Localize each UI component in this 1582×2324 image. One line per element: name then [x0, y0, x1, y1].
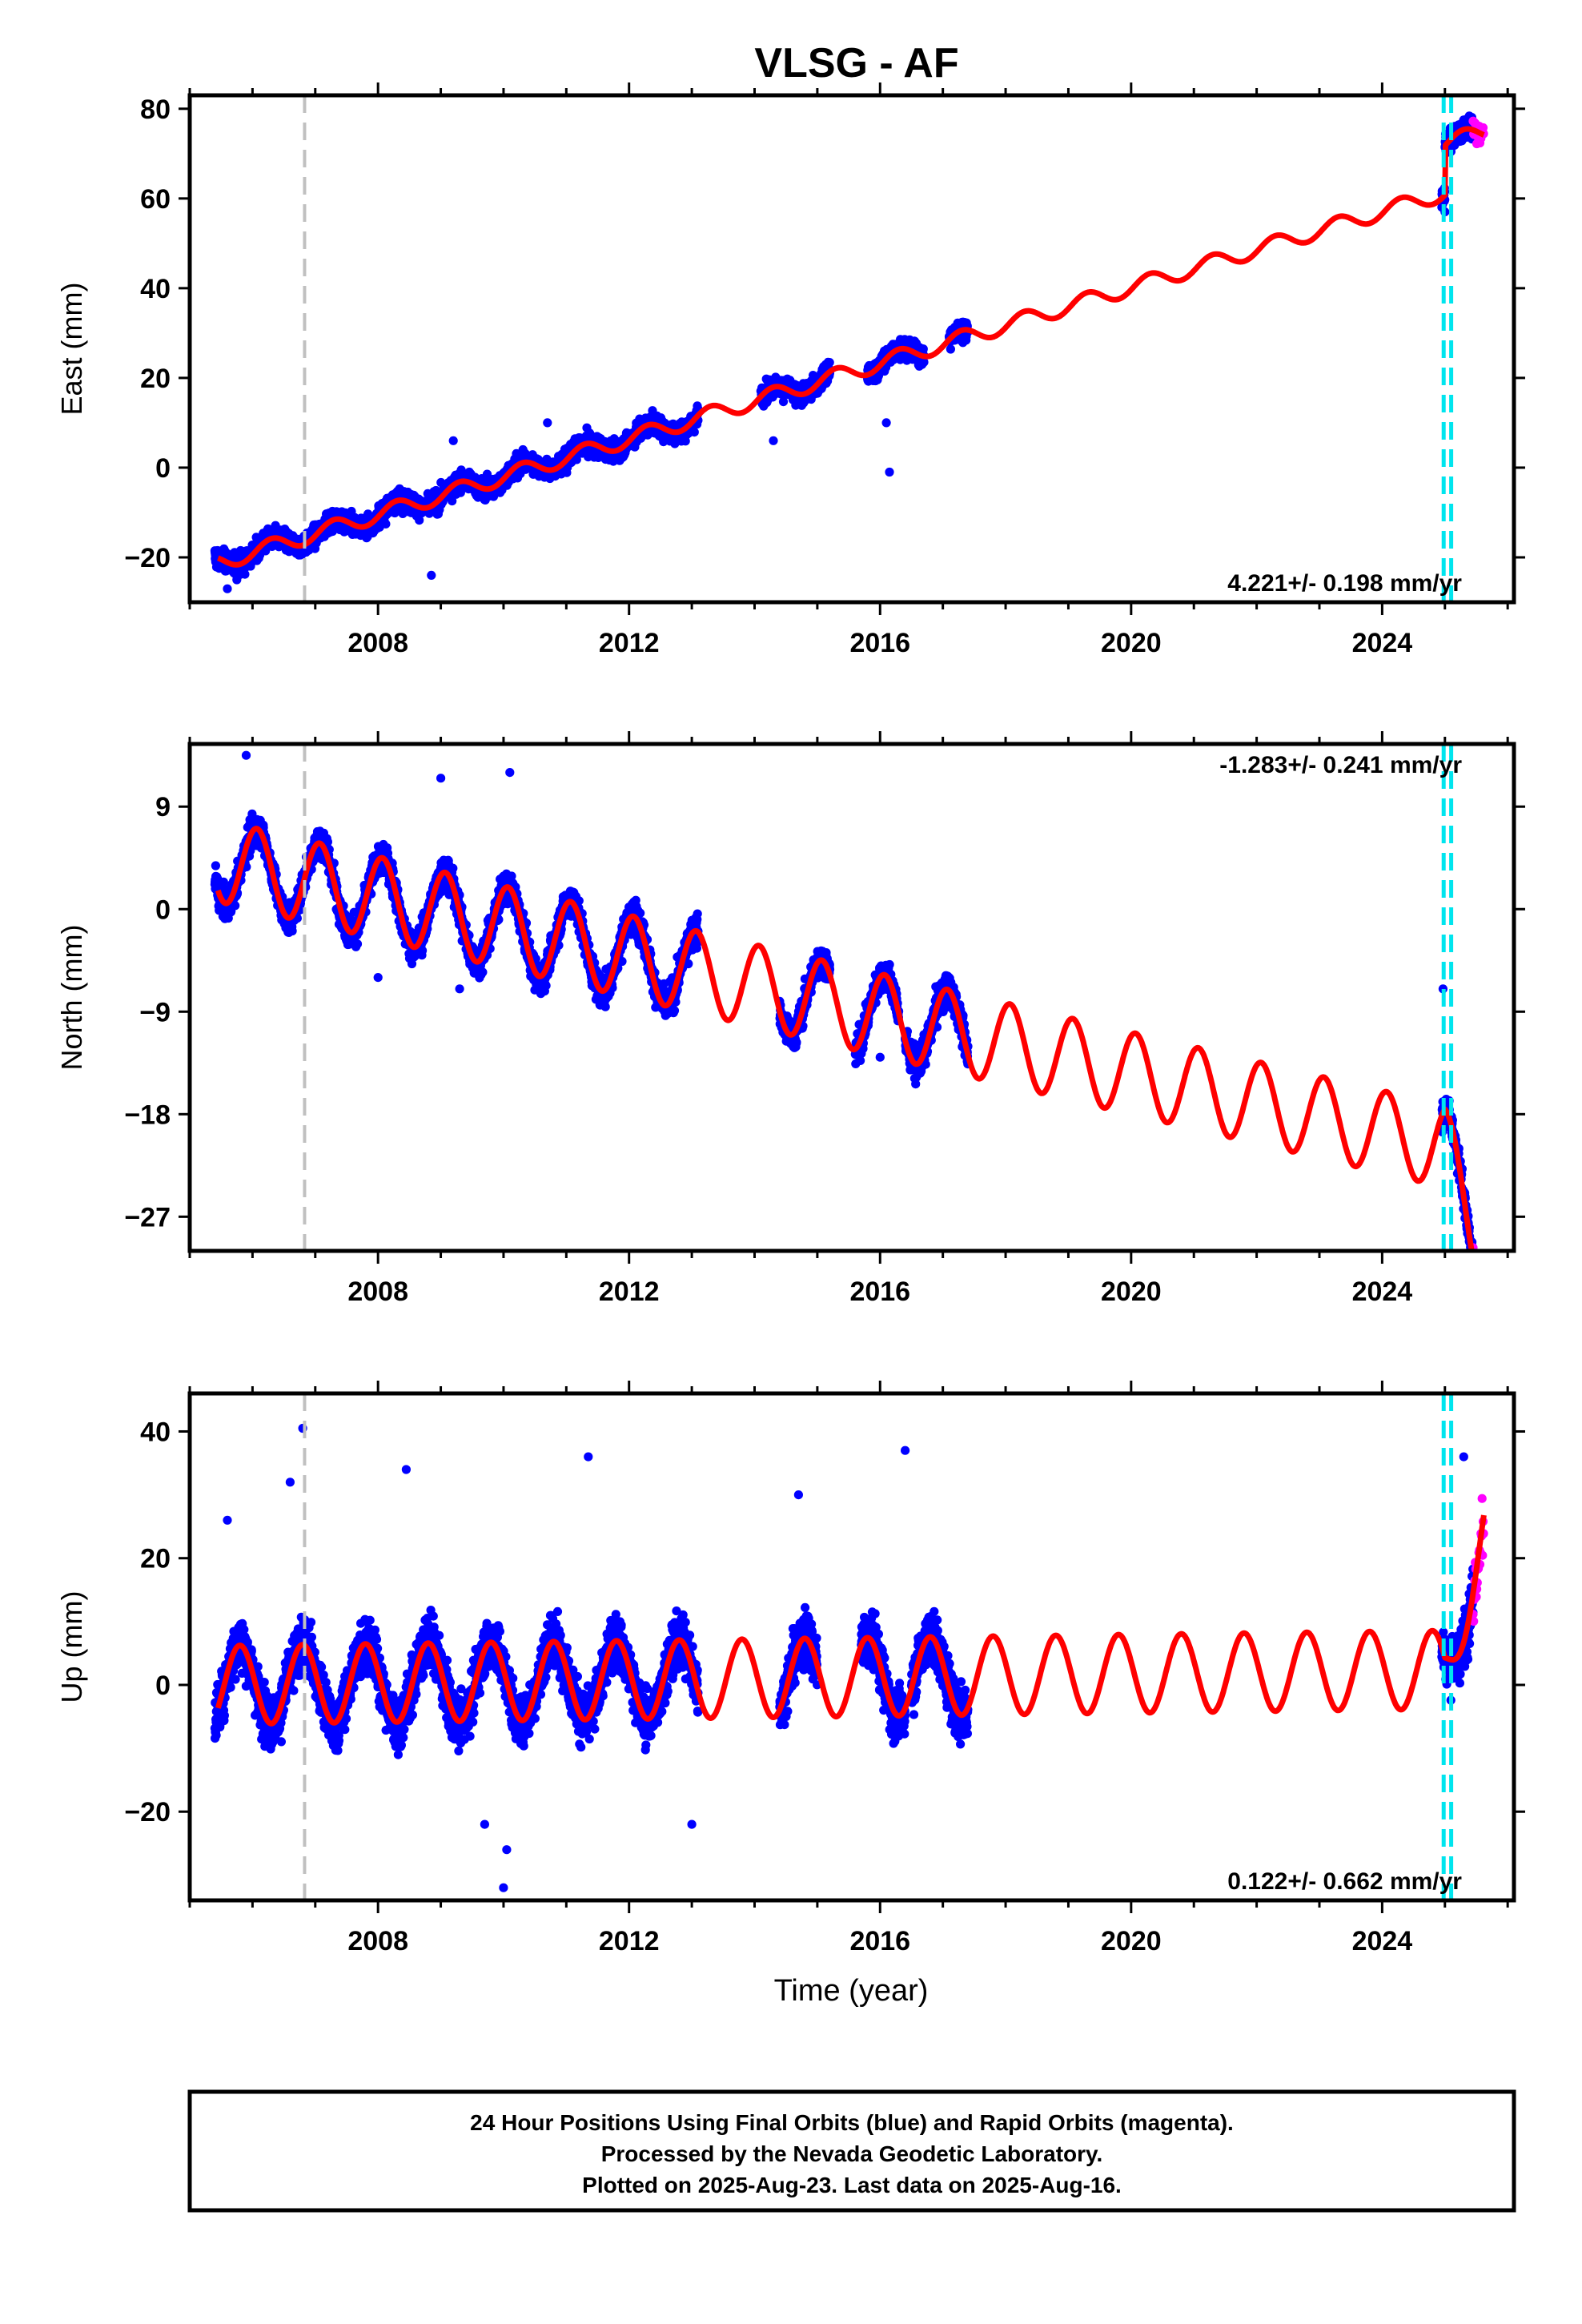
final-orbit-point: [415, 516, 424, 525]
final-orbit-point: [287, 926, 297, 936]
x-tick-label: 2020: [1101, 628, 1162, 658]
final-orbit-point: [769, 436, 778, 445]
y-tick-label: −20: [124, 543, 171, 573]
east-panel: 2008 2012 2016 2020 2024 −20 0 20 40 60 80 East (mm…: [55, 82, 1525, 658]
x-tick-label: 2024: [1352, 628, 1413, 658]
y-tick-label: 20: [140, 364, 171, 394]
final-orbit-point: [211, 861, 220, 870]
y-tick-label: 60: [140, 184, 171, 215]
final-orbit-point: [946, 344, 955, 354]
final-orbit-point: [381, 519, 391, 529]
plot-area: [210, 95, 1488, 602]
final-orbit-point: [352, 939, 363, 949]
y-tick-label: 40: [140, 274, 171, 304]
final-orbit-point: [543, 418, 552, 428]
y-tick-label: 0: [155, 453, 171, 484]
chart-title: VLSG - AF: [754, 40, 958, 86]
final-orbit-point: [427, 570, 436, 581]
final-orbit-point: [240, 569, 250, 579]
y-axis-label: East (mm): [55, 283, 88, 416]
final-orbit-point: [448, 497, 457, 506]
velocity-annotation: 4.221+/- 0.198 mm/yr: [1227, 570, 1462, 597]
y-tick-label: 80: [140, 94, 171, 125]
final-orbit-point: [232, 575, 242, 585]
final-orbit-point: [223, 584, 232, 593]
final-orbit-point: [885, 467, 894, 477]
final-orbit-point: [689, 428, 699, 437]
x-tick-label: 2008: [347, 628, 408, 658]
x-tick-label: 2016: [849, 628, 910, 658]
final-orbit-point: [448, 436, 458, 445]
final-orbit-point: [231, 901, 240, 911]
final-orbit-point: [482, 469, 492, 479]
final-orbit-point: [881, 418, 891, 428]
x-tick-label: 2012: [599, 628, 660, 658]
final-orbit-point: [825, 358, 834, 368]
